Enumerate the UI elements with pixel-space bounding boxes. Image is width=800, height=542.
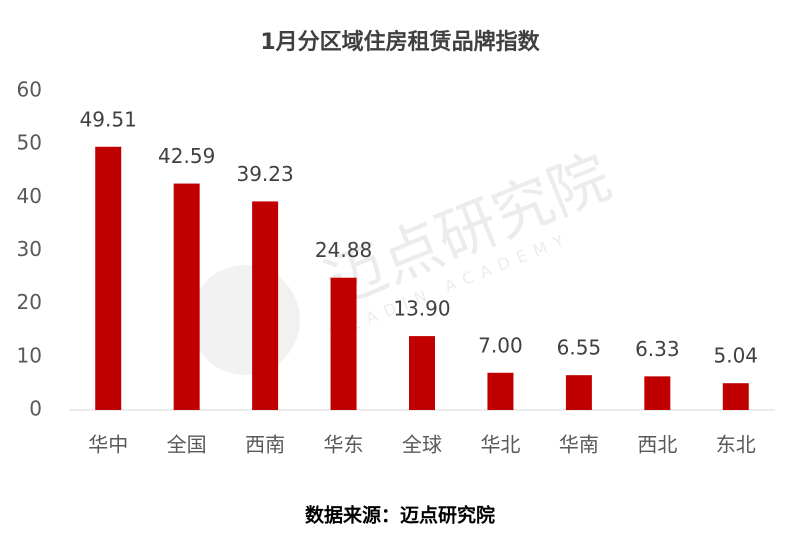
- x-tick-label: 华北: [480, 433, 520, 457]
- value-label: 49.51: [80, 107, 137, 131]
- x-tick-label: 全球: [402, 433, 442, 457]
- value-label: 24.88: [315, 238, 372, 262]
- chart-title: 1月分区域住房租赁品牌指数: [260, 29, 540, 55]
- bar: [173, 183, 200, 410]
- y-tick-label: 10: [17, 343, 42, 367]
- source-note: 数据来源：迈点研究院: [305, 504, 495, 527]
- value-label: 5.04: [714, 344, 759, 368]
- y-tick-label: 50: [17, 131, 42, 155]
- x-tick-label: 华南: [559, 433, 599, 457]
- value-label: 6.55: [557, 336, 602, 360]
- bar: [330, 277, 357, 410]
- bar: [487, 372, 514, 410]
- y-tick-label: 0: [29, 397, 42, 421]
- watermark-logo: [190, 265, 300, 375]
- value-label: 39.23: [236, 162, 293, 186]
- x-tick-label: 东北: [716, 433, 756, 457]
- value-label: 6.33: [635, 337, 680, 361]
- value-label: 7.00: [478, 333, 523, 357]
- value-label: 13.90: [393, 297, 450, 321]
- value-label: 42.59: [158, 144, 215, 168]
- y-tick-label: 40: [17, 184, 42, 208]
- watermark-text: 迈点研究院: [316, 142, 620, 319]
- x-tick-label: 华东: [324, 433, 364, 457]
- bar: [95, 146, 122, 410]
- bar: [644, 376, 671, 410]
- x-tick-label: 全国: [167, 433, 207, 457]
- y-tick-label: 20: [17, 290, 42, 314]
- y-tick-label: 30: [17, 237, 42, 261]
- y-tick-label: 60: [17, 78, 42, 102]
- x-tick-label: 华中: [88, 433, 128, 457]
- bar: [722, 383, 749, 410]
- bar: [252, 201, 279, 410]
- x-tick-label: 西北: [637, 433, 677, 457]
- x-tick-label: 西南: [245, 433, 285, 457]
- bar: [409, 336, 435, 410]
- bar: [565, 375, 592, 410]
